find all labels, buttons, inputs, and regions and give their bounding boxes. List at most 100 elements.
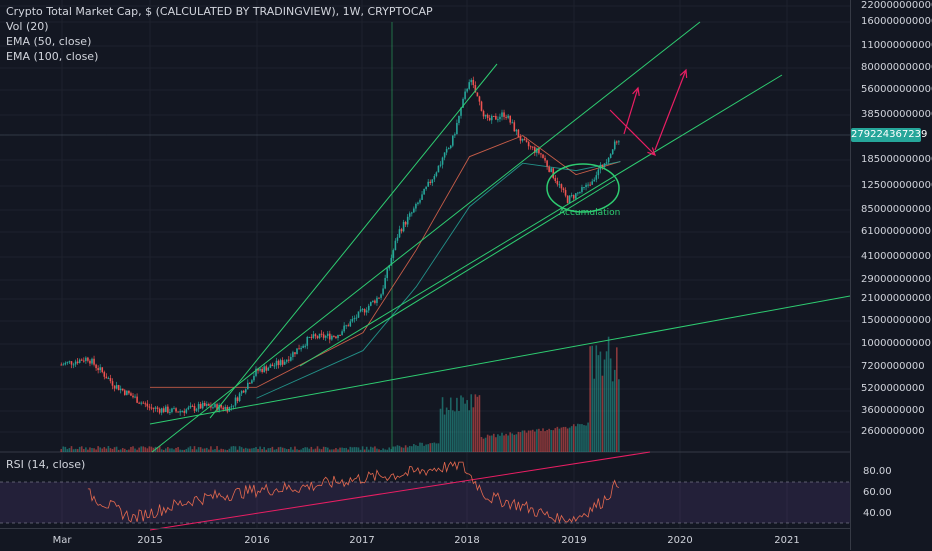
candle-body [320, 333, 323, 335]
candle-body [456, 122, 458, 135]
candle-body [427, 181, 429, 187]
candle-body [216, 404, 218, 411]
candle-body [394, 240, 397, 251]
volume-bar [265, 449, 268, 452]
rsi-legend[interactable]: RSI (14, close) [6, 458, 86, 471]
candle-body [218, 404, 220, 411]
candle-body [111, 381, 114, 386]
candle-body [117, 385, 120, 391]
volume-bar [208, 449, 210, 452]
candle-body [552, 168, 555, 179]
volume-bar [165, 448, 167, 452]
volume-bar [316, 446, 319, 452]
candle-body [247, 382, 249, 390]
volume-bar [531, 429, 534, 452]
legend-title: Crypto Total Market Cap, $ (CALCULATED B… [6, 5, 433, 18]
candle-body [226, 406, 229, 412]
candle-body [93, 358, 95, 365]
candle-body [138, 402, 140, 404]
candle-body [156, 407, 159, 409]
candle-body [359, 309, 362, 312]
volume-bar [224, 449, 227, 452]
candle-body [605, 162, 608, 164]
candle-body [558, 184, 561, 186]
candle-body [361, 309, 364, 311]
candle-body [560, 184, 563, 189]
candle-body [220, 404, 222, 408]
candle-body [152, 407, 155, 409]
volume-bar [310, 446, 313, 452]
candle-body [480, 101, 483, 111]
candle-body [72, 364, 75, 366]
time-tick: 2015 [137, 535, 163, 546]
volume-bar [185, 449, 188, 452]
candle-body [64, 362, 67, 365]
volume-bar [76, 449, 79, 452]
price-tick: 3600000000 [861, 405, 925, 416]
candle-body [515, 129, 518, 132]
volume-bar [167, 447, 169, 452]
candle-body [214, 404, 216, 408]
candle-body [343, 325, 345, 332]
candle-body [490, 115, 493, 121]
volume-bar [392, 446, 395, 452]
volume-bar [68, 448, 71, 452]
volume-bar [230, 446, 233, 452]
candle-body [349, 321, 352, 327]
volume-bar [519, 432, 522, 452]
volume-bar [288, 449, 290, 452]
volume-bar [146, 448, 149, 452]
volume-bar [206, 447, 208, 452]
candle-body [331, 335, 333, 340]
candle-body [140, 402, 142, 404]
candle-body [396, 237, 399, 241]
candle-body [575, 193, 577, 199]
price-tick: 1600000000000 [861, 16, 932, 27]
volume-bar [466, 400, 468, 452]
time-axis[interactable]: Mar 2015 2016 2017 2018 2019 2020 2021 [0, 528, 850, 551]
candle-body [212, 407, 214, 409]
candle-body [154, 407, 157, 409]
candle-body [87, 357, 89, 361]
volume-bar [259, 446, 261, 452]
legend-ema50[interactable]: EMA (50, close) [6, 35, 92, 48]
volume-bar [109, 448, 112, 452]
candle-body [279, 360, 282, 366]
volume-bar [351, 447, 354, 452]
volume-bar [343, 447, 345, 452]
candle-body [115, 385, 118, 389]
volume-bar [134, 448, 136, 452]
candle-body [439, 164, 442, 166]
candle-body [296, 348, 298, 355]
volume-bar [236, 449, 239, 452]
volume-bar [95, 449, 97, 452]
candle-body [132, 395, 134, 398]
volume-bar [447, 409, 450, 452]
candle-body [501, 112, 503, 117]
price-tick: 2600000000 [861, 426, 925, 437]
volume-bar [527, 430, 530, 452]
volume-bar [394, 446, 397, 452]
candle-body [183, 411, 186, 413]
candle-body [292, 352, 294, 358]
volume-bar [378, 449, 380, 452]
candle-body [425, 186, 427, 189]
volume-bar [509, 432, 511, 452]
volume-bar [101, 448, 104, 452]
candle-body [484, 114, 487, 117]
candle-body [269, 364, 272, 368]
price-axis[interactable]: 2200000000000 1600000000000 1100000000000 8… [850, 0, 932, 550]
legend-vol[interactable]: Vol (20) [6, 20, 49, 33]
candle-body [511, 122, 514, 124]
candle-body [136, 396, 138, 403]
volume-bar [562, 426, 565, 452]
volume-bar [357, 447, 360, 452]
volume-bar [365, 446, 368, 452]
candle-body [273, 365, 276, 367]
volume-bar [226, 449, 229, 452]
volume-bar [355, 447, 358, 452]
candle-body [78, 359, 81, 364]
volume-bar [320, 449, 323, 452]
legend-ema100[interactable]: EMA (100, close) [6, 50, 99, 63]
